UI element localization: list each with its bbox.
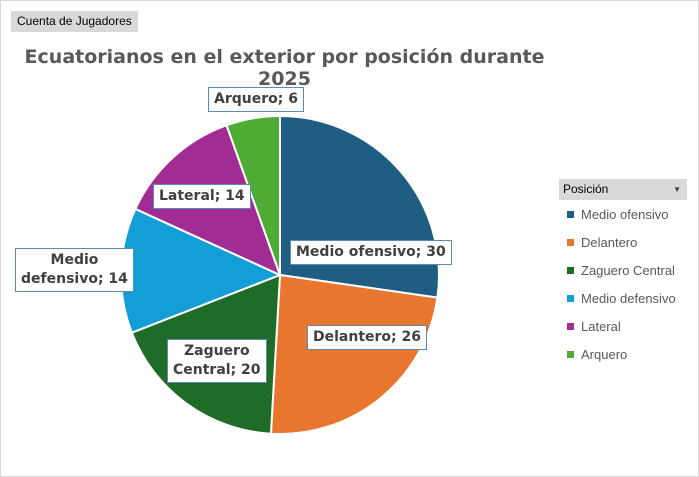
legend-swatch xyxy=(567,266,574,274)
value-field-button[interactable]: Cuenta de Jugadores xyxy=(11,11,138,32)
dropdown-arrow-icon: ▼ xyxy=(673,185,681,194)
chart-title: Ecuatorianos en el exterior por posición… xyxy=(24,46,545,90)
legend-label: Delantero xyxy=(581,234,638,250)
legend-label: Lateral xyxy=(581,318,621,334)
legend-label: Arquero xyxy=(581,346,628,362)
legend-swatch xyxy=(567,350,574,358)
legend-item-delantero[interactable]: Delantero xyxy=(559,228,689,256)
legend-swatch xyxy=(567,238,574,246)
legend-swatch xyxy=(567,210,574,218)
pie-slice-medio-ofensivo[interactable] xyxy=(279,114,440,299)
legend-label: Medio ofensivo xyxy=(581,206,669,222)
data-label-delantero: Delantero; 26 xyxy=(307,325,427,350)
legend: Posición ▼ Medio ofensivo Delantero Zaguer… xyxy=(559,179,689,368)
data-label-medio-ofensivo: Medio ofensivo; 30 xyxy=(290,240,452,265)
legend-item-medio-ofensivo[interactable]: Medio ofensivo xyxy=(559,200,689,228)
legend-item-lateral[interactable]: Lateral xyxy=(559,312,689,340)
data-label-medio-defensivo: Medio defensivo; 14 xyxy=(15,248,134,292)
data-label-lateral: Lateral; 14 xyxy=(153,184,251,209)
legend-item-medio-defensivo[interactable]: Medio defensivo xyxy=(559,284,689,312)
legend-filter-button[interactable]: Posición ▼ xyxy=(559,179,687,200)
pie-slice-arquero[interactable] xyxy=(225,114,281,276)
legend-header-label: Posición xyxy=(563,182,609,196)
data-label-zaguero-central: Zaguero Central; 20 xyxy=(167,339,267,383)
legend-swatch xyxy=(567,294,574,302)
legend-item-arquero[interactable]: Arquero xyxy=(559,340,689,368)
legend-item-zaguero-central[interactable]: Zaguero Central xyxy=(559,256,689,284)
legend-label: Medio defensivo xyxy=(581,290,676,306)
pie-slice-delantero[interactable] xyxy=(269,273,439,435)
data-label-arquero: Arquero; 6 xyxy=(208,87,304,112)
legend-swatch xyxy=(567,322,574,330)
legend-label: Zaguero Central xyxy=(581,262,675,278)
